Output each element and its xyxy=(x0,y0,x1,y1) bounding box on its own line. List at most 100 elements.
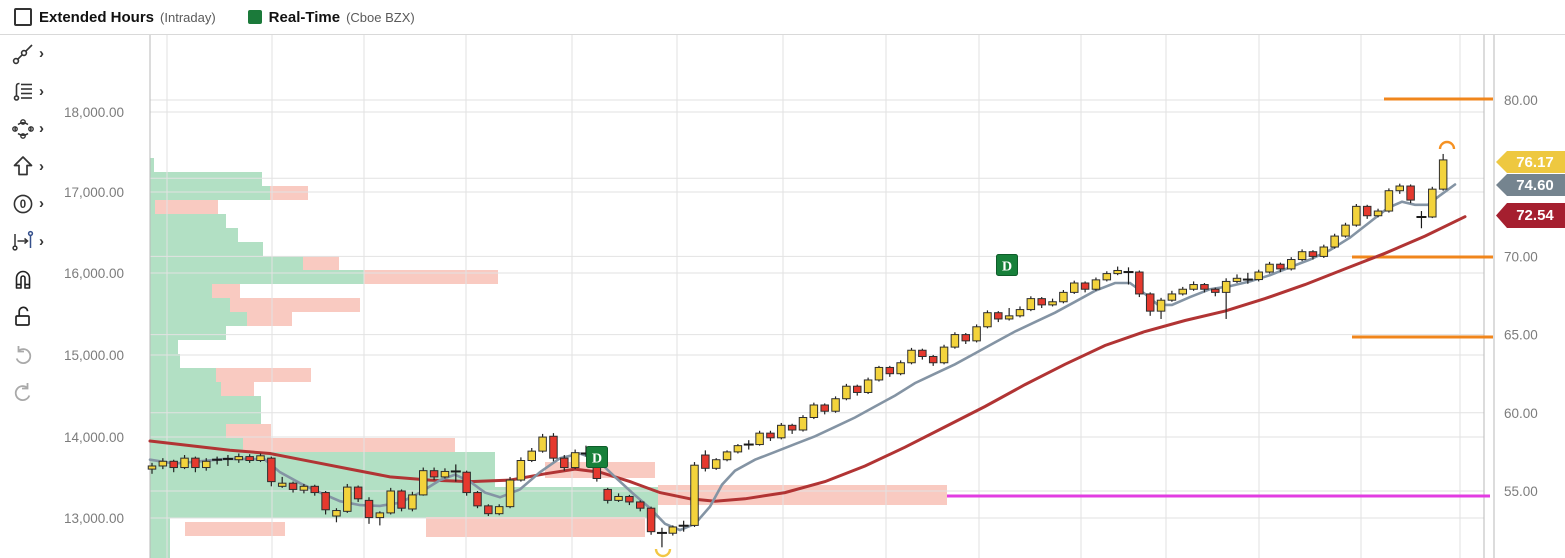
up-candle xyxy=(527,450,536,462)
up-candle xyxy=(147,465,157,470)
up-candle xyxy=(1297,251,1307,261)
volume-profile-down-bar xyxy=(155,200,218,214)
last-price-badge: 76.17 xyxy=(1496,151,1565,173)
down-candle xyxy=(1145,293,1155,312)
down-candle xyxy=(853,385,862,393)
up-candle xyxy=(538,436,547,452)
volume-profile-down-bar xyxy=(243,438,455,452)
volume-profile-down-bar xyxy=(212,284,240,298)
volume-profile-down-bar xyxy=(247,312,292,326)
up-candle xyxy=(343,486,352,512)
volume-profile-down-bar xyxy=(230,298,360,312)
submenu-chevron-icon: › xyxy=(39,232,44,250)
up-candle xyxy=(570,452,580,469)
shapes-icon xyxy=(12,118,34,139)
volume-zone xyxy=(185,522,285,536)
up-candle xyxy=(1178,288,1187,295)
right-axis-label: 80.00 xyxy=(1504,93,1538,108)
high-point-marker-icon xyxy=(1438,140,1456,150)
up-candle xyxy=(831,398,840,412)
up-candle xyxy=(907,349,916,364)
up-candle xyxy=(1384,190,1394,212)
price-chart-plot-area[interactable]: D D 18,000.00 17,000.00 16,000.00 15,000.00 14… xyxy=(0,35,1565,558)
magnet-snap-button[interactable] xyxy=(0,260,56,298)
volume-profile-up-bar xyxy=(150,312,247,326)
volume-profile-up-bar xyxy=(150,186,270,200)
volume-profile-up-bar xyxy=(150,214,226,228)
volume-profile-up-bar xyxy=(150,228,238,242)
up-candle xyxy=(1232,277,1242,282)
up-candle xyxy=(777,424,786,439)
undo-button[interactable] xyxy=(0,335,56,373)
volume-profile-up-bar xyxy=(150,340,178,354)
volume-profile-down-bar xyxy=(221,382,254,396)
up-candle xyxy=(1330,235,1339,248)
extended-hours-checkbox[interactable] xyxy=(14,8,32,26)
up-candle xyxy=(505,479,515,508)
low-point-marker-icon xyxy=(654,548,672,558)
redo-icon xyxy=(14,383,31,402)
realtime-indicator-icon xyxy=(247,10,262,24)
up-candle xyxy=(863,379,873,393)
down-candle xyxy=(321,492,330,511)
up-candle xyxy=(939,346,949,364)
down-candle xyxy=(364,499,374,519)
volume-profile-up-bar xyxy=(150,200,155,214)
down-candle xyxy=(1308,251,1318,257)
arrow-annotation-tool-button[interactable]: › xyxy=(0,148,56,186)
up-candle xyxy=(798,416,808,431)
down-candle xyxy=(885,366,895,375)
extended-hours-label: Extended Hours xyxy=(39,8,155,26)
submenu-chevron-icon: › xyxy=(39,82,44,100)
volume-profile-down-bar xyxy=(303,256,339,270)
volume-profile-up-bar xyxy=(150,284,212,298)
up-candle xyxy=(614,495,623,501)
down-candle xyxy=(1211,288,1220,293)
left-axis-label: 14,000.00 xyxy=(64,430,124,445)
up-candle xyxy=(277,482,287,487)
up-candle xyxy=(809,404,819,418)
down-candle xyxy=(636,501,645,509)
up-candle xyxy=(408,494,417,510)
right-axis-label: 55.00 xyxy=(1504,484,1538,499)
up-candle xyxy=(234,456,244,461)
fibonacci-icon xyxy=(13,82,32,102)
fibonacci-tool-button[interactable]: › xyxy=(0,73,56,111)
down-candle xyxy=(1276,263,1285,270)
arrow-up-icon xyxy=(13,156,33,176)
volume-zone xyxy=(150,518,170,558)
up-candle xyxy=(1070,282,1079,293)
fast-moving-average-line xyxy=(148,183,1457,532)
measure-icon xyxy=(12,231,34,251)
volume-profile-up-bar xyxy=(150,354,180,368)
circle-annotation-tool-button[interactable]: 0 › xyxy=(0,185,56,223)
volume-profile-up-bar xyxy=(150,368,216,382)
slow-moving-average-line xyxy=(148,215,1467,503)
measure-tool-button[interactable]: › xyxy=(0,223,56,261)
redo-button[interactable] xyxy=(0,373,56,411)
volume-profile-up-bar xyxy=(150,298,230,312)
trend-line-tool-button[interactable]: › xyxy=(0,35,56,73)
up-candle xyxy=(874,366,884,381)
lock-drawings-button[interactable] xyxy=(0,298,56,336)
dividend-marker xyxy=(586,446,608,468)
up-candle xyxy=(842,385,851,400)
up-candle xyxy=(1352,205,1361,226)
volume-profile-up-bar xyxy=(150,410,261,424)
volume-profile-down-bar xyxy=(216,368,311,382)
down-candle xyxy=(310,485,319,494)
up-candle xyxy=(950,334,960,348)
down-candle xyxy=(1200,284,1209,290)
down-candle xyxy=(1080,282,1090,290)
volume-profile-up-bar xyxy=(150,396,261,410)
down-candle xyxy=(549,435,558,459)
up-candle xyxy=(1319,246,1329,257)
down-candle xyxy=(1037,298,1046,306)
left-axis-label: 15,000.00 xyxy=(64,348,124,363)
dividend-marker-label: D xyxy=(592,452,602,467)
shapes-tool-button[interactable]: › xyxy=(0,110,56,148)
extended-hours-note: (Intraday) xyxy=(160,9,216,25)
volume-profile-up-bar xyxy=(150,382,221,396)
up-candle xyxy=(972,326,981,342)
up-candle xyxy=(516,460,526,481)
